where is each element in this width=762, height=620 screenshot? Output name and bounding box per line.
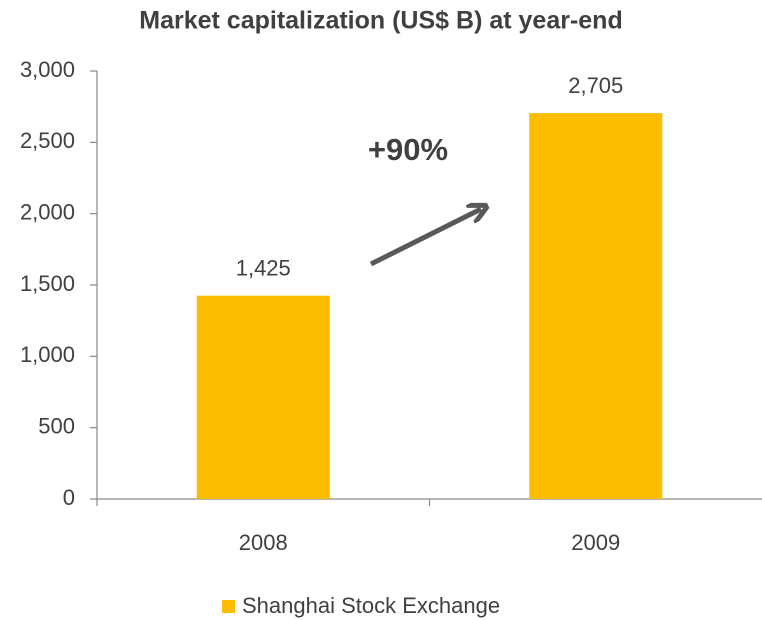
- bar: [529, 113, 663, 499]
- legend-swatch: [222, 600, 235, 613]
- y-tick-label: 2,000: [20, 199, 75, 224]
- legend-label: Shanghai Stock Exchange: [242, 593, 500, 618]
- y-tick-label: 1,500: [20, 271, 75, 296]
- x-tick-label: 2008: [239, 530, 288, 555]
- annotation: +90%: [368, 132, 448, 167]
- y-tick-label: 1,000: [20, 342, 75, 367]
- x-tick-label: 2009: [571, 530, 620, 555]
- growth-arrow: [369, 209, 481, 267]
- value-label: 1,425: [236, 256, 291, 281]
- y-tick-label: 500: [38, 413, 75, 438]
- y-tick-label: 0: [63, 485, 75, 510]
- chart-title: Market capitalization (US$ B) at year-en…: [139, 7, 622, 35]
- bar: [196, 295, 330, 499]
- y-tick-label: 2,500: [20, 128, 75, 153]
- y-tick-label: 3,000: [20, 57, 75, 82]
- value-label: 2,705: [568, 73, 623, 98]
